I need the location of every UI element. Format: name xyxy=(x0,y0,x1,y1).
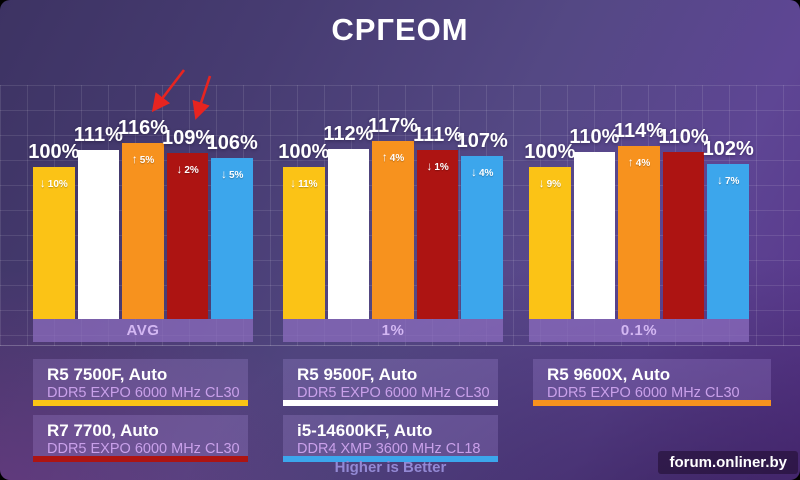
bar-value-label: 109% xyxy=(162,127,214,149)
arrow-down-icon: ↓ xyxy=(176,162,183,176)
bars-avg: 100% ↓ 10% 111% 116% ↑ 5% 109% ↓ 2% 106% ↓ 5% xyxy=(28,117,258,319)
delta-badge-down: ↓ 10% xyxy=(39,176,68,190)
bar-i5-14600kf-auto-0-1: 102% ↓ 7% xyxy=(703,138,754,319)
bar-value-label: 117% xyxy=(367,115,419,137)
bar-value-label: 100% xyxy=(278,141,330,163)
category-label-1pct: 1% xyxy=(283,319,503,342)
arrow-down-icon: ↓ xyxy=(220,167,227,181)
bar-i5-14600kf-auto-1: 107% ↓ 4% xyxy=(457,130,508,319)
delta-badge-down: ↓ 4% xyxy=(470,165,494,179)
legend-memory-spec: DDR5 EXPO 6000 MHz CL30 xyxy=(47,441,240,457)
bar-value-label: 110% xyxy=(658,126,709,148)
bar-group-01pct: 100% ↓ 9% 110% 114% ↑ 4% 110% 102% ↓ 7% xyxy=(524,74,754,319)
arrow-up-icon: ↑ xyxy=(627,155,634,169)
legend-memory-spec: DDR5 EXPO 6000 MHz CL30 xyxy=(297,385,490,401)
legend-memory-spec: DDR4 XMP 3600 MHz CL18 xyxy=(297,441,481,457)
legend-item-r7-7700: R7 7700, Auto DDR5 EXPO 6000 MHz CL30 xyxy=(33,415,248,462)
arrow-down-icon: ↓ xyxy=(716,173,723,187)
bar-value-label: 100% xyxy=(28,141,80,163)
bar-value-label: 116% xyxy=(117,117,169,139)
delta-badge-down: ↓ 11% xyxy=(290,176,318,190)
legend-memory-spec: DDR5 EXPO 6000 MHz CL30 xyxy=(47,385,240,401)
arrow-down-icon: ↓ xyxy=(426,159,433,173)
bar-r7-7700-auto-avg: 109% ↓ 2% xyxy=(162,127,213,319)
category-label-01pct: 0.1% xyxy=(529,319,749,342)
legend-cpu-name: R5 9600X, Auto xyxy=(547,365,671,384)
delta-badge-down: ↓ 5% xyxy=(220,167,244,181)
bar-value-label: 107% xyxy=(456,130,508,152)
legend-color-swatch xyxy=(533,400,771,406)
bar-r5-9500f-auto-1: 112% xyxy=(323,123,373,319)
bar-r5-9600x-auto-1: 117% ↑ 4% xyxy=(368,115,418,319)
arrow-down-icon: ↓ xyxy=(538,176,545,190)
bar-value-label: 106% xyxy=(206,132,258,154)
bar-value-label: 112% xyxy=(323,123,374,145)
chart-title: СРГЕОМ xyxy=(331,12,469,47)
legend-color-swatch xyxy=(33,400,248,406)
bar-r7-7700-auto-1: 111% ↓ 1% xyxy=(413,124,462,319)
legend-color-swatch xyxy=(283,400,498,406)
legend-cpu-name: i5-14600KF, Auto xyxy=(297,421,433,440)
legend-color-swatch xyxy=(33,456,248,462)
bar-r5-7500f-auto-1: 100% ↓ 11% xyxy=(278,141,329,319)
bar-r5-7500f-auto-avg: 100% ↓ 10% xyxy=(28,141,79,319)
watermark: forum.onliner.by xyxy=(658,451,798,474)
delta-badge-up: ↑ 4% xyxy=(627,155,651,169)
bar-r5-7500f-auto-0-1: 100% ↓ 9% xyxy=(524,141,575,319)
delta-badge-down: ↓ 1% xyxy=(426,159,449,173)
bar-group-1pct: 100% ↓ 11% 112% 117% ↑ 4% 111% ↓ 1% 107% ↓ 4% xyxy=(278,74,508,319)
arrow-up-icon: ↑ xyxy=(381,150,388,164)
bar-i5-14600kf-auto-avg: 106% ↓ 5% xyxy=(207,132,258,319)
legend-item-r5-9500f: R5 9500F, Auto DDR5 EXPO 6000 MHz CL30 xyxy=(283,359,498,406)
arrow-down-icon: ↓ xyxy=(290,176,297,190)
delta-badge-down: ↓ 7% xyxy=(716,173,740,187)
bar-value-label: 111% xyxy=(413,124,463,146)
bar-value-label: 114% xyxy=(613,120,665,142)
legend-cpu-name: R5 9500F, Auto xyxy=(297,365,418,384)
legend-item-r5-7500f: R5 7500F, Auto DDR5 EXPO 6000 MHz CL30 xyxy=(33,359,248,406)
legend-item-r5-9600x: R5 9600X, Auto DDR5 EXPO 6000 MHz CL30 xyxy=(533,359,771,406)
bars-01pct: 100% ↓ 9% 110% 114% ↑ 4% 110% 102% ↓ 7% xyxy=(524,120,754,319)
higher-is-better-note: Higher is Better xyxy=(334,459,447,476)
legend-item-i5-14600kf: i5-14600KF, Auto DDR4 XMP 3600 MHz CL18 xyxy=(283,415,498,462)
delta-badge-down: ↓ 2% xyxy=(176,162,199,176)
legend-color-swatch xyxy=(283,456,498,462)
legend-cpu-name: R5 7500F, Auto xyxy=(47,365,168,384)
bar-r5-9500f-auto-avg: 111% xyxy=(74,124,123,319)
arrow-down-icon: ↓ xyxy=(470,165,477,179)
arrow-down-icon: ↓ xyxy=(39,176,46,190)
category-label-avg: AVG xyxy=(33,319,253,342)
bar-value-label: 111% xyxy=(73,124,123,146)
legend-cpu-name: R7 7700, Auto xyxy=(47,421,159,440)
legend-memory-spec: DDR5 EXPO 6000 MHz CL30 xyxy=(547,385,740,401)
bar-value-label: 100% xyxy=(524,141,576,163)
bar-group-avg: 100% ↓ 10% 111% 116% ↑ 5% 109% ↓ 2% 106% ↓ 5% xyxy=(28,74,258,319)
arrow-up-icon: ↑ xyxy=(131,152,138,166)
bar-value-label: 102% xyxy=(702,138,754,160)
bar-r5-9600x-auto-0-1: 114% ↑ 4% xyxy=(614,120,664,319)
bar-value-label: 110% xyxy=(569,126,620,148)
bars-1pct: 100% ↓ 11% 112% 117% ↑ 4% 111% ↓ 1% 107% ↓ 4% xyxy=(278,115,508,319)
delta-badge-down: ↓ 9% xyxy=(538,176,562,190)
bar-r5-9600x-auto-avg: 116% ↑ 5% xyxy=(118,117,168,319)
bar-r7-7700-auto-0-1: 110% xyxy=(659,126,709,319)
delta-badge-up: ↑ 4% xyxy=(381,150,405,164)
bar-r5-9500f-auto-0-1: 110% xyxy=(569,126,619,319)
delta-badge-up: ↑ 5% xyxy=(131,152,155,166)
